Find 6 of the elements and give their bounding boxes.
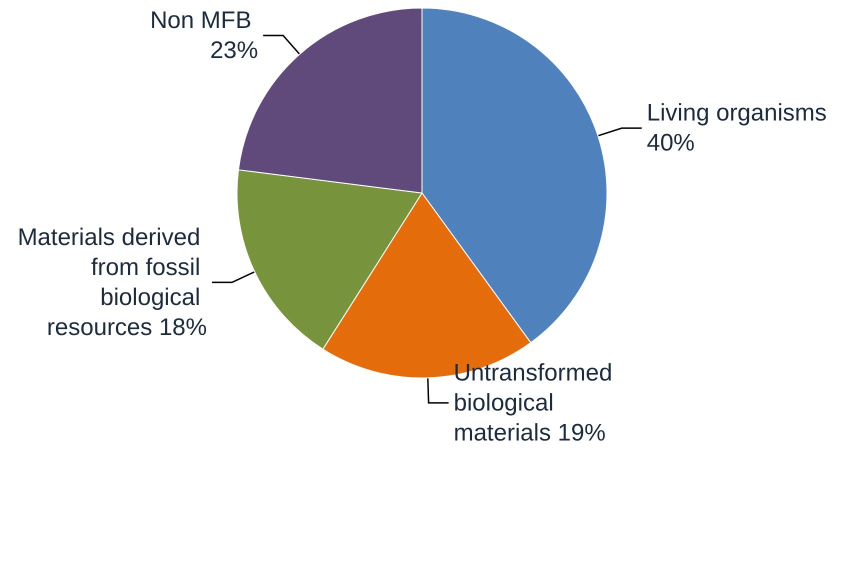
slice-label: Materials derived from fossil biological resources 18%: [18, 224, 207, 341]
data-label: 23%: [210, 36, 258, 64]
data-label: 40%: [646, 130, 695, 157]
slice-label: Untransformed biological materials 19%: [454, 359, 620, 446]
slice-label: Non MFB: [150, 6, 258, 34]
slice-label: Living organisms: [646, 100, 834, 127]
